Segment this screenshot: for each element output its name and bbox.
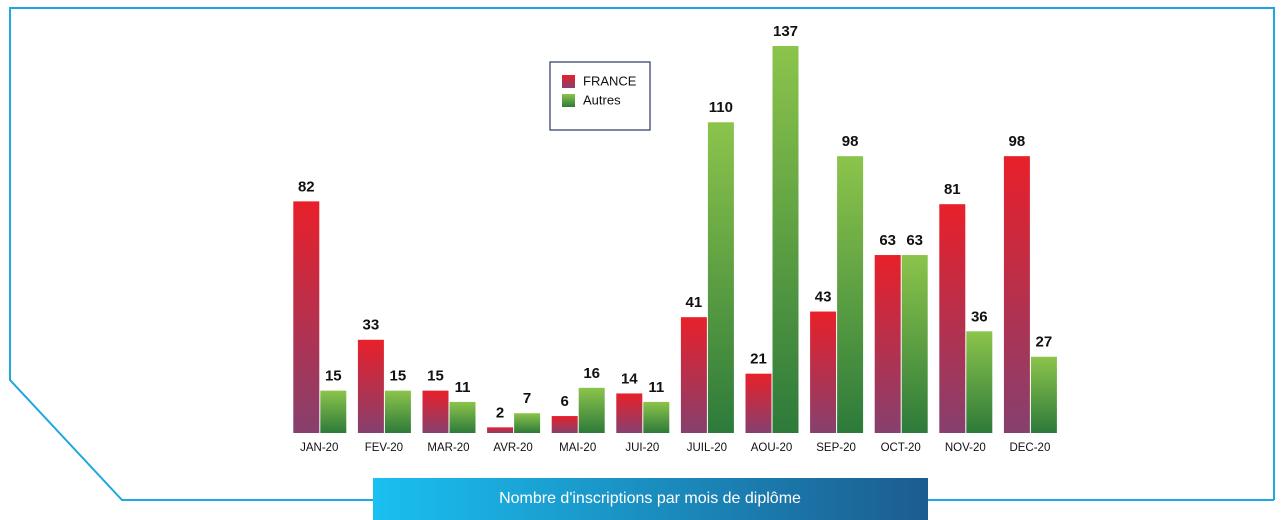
data-label: 16 (583, 365, 600, 382)
data-label: 137 (773, 23, 798, 40)
data-label: 11 (455, 379, 471, 396)
legend-swatch (562, 75, 575, 88)
bar (487, 427, 514, 433)
data-label: 27 (1036, 334, 1053, 351)
data-label: 15 (325, 368, 342, 385)
title-box (373, 478, 928, 520)
data-label: 15 (427, 368, 444, 385)
x-tick-label: DEC-20 (1009, 442, 1050, 454)
bar (578, 387, 605, 433)
x-tick-label: JUI-20 (625, 442, 659, 454)
x-tick-label: AVR-20 (493, 442, 532, 454)
bar (680, 317, 707, 433)
data-label: 2 (496, 404, 504, 421)
data-label: 110 (709, 99, 733, 116)
legend-label: FRANCE (583, 73, 637, 88)
data-label: 63 (879, 232, 896, 249)
data-label: 82 (298, 178, 315, 195)
data-label: 98 (842, 133, 859, 150)
data-label: 63 (906, 232, 923, 249)
x-tick-label: JUIL-20 (687, 442, 727, 454)
data-label: 11 (648, 379, 664, 396)
legend-label: Autres (583, 92, 621, 107)
frame (9, 7, 1275, 501)
legend-swatch (562, 94, 575, 107)
bar (551, 416, 578, 433)
bar (357, 339, 384, 433)
data-label: 7 (523, 390, 531, 407)
data-label: 36 (971, 308, 988, 325)
bar (810, 311, 837, 433)
data-label: 43 (815, 289, 832, 306)
x-tick-label: AOU-20 (751, 442, 793, 454)
x-tick-label: NOV-20 (945, 442, 986, 454)
x-tick-label: JAN-20 (300, 442, 338, 454)
bar (772, 46, 799, 433)
bar (707, 122, 734, 433)
data-label: 21 (750, 351, 767, 368)
x-tick-label: FEV-20 (365, 442, 403, 454)
bar (514, 413, 541, 433)
x-tick-label: OCT-20 (881, 442, 921, 454)
data-label: 98 (1009, 133, 1026, 150)
bar (422, 390, 449, 433)
bar (966, 331, 993, 433)
bar (643, 401, 670, 433)
data-label: 41 (686, 294, 703, 311)
x-tick-label: MAR-20 (427, 442, 469, 454)
bar (616, 393, 643, 433)
chart-title: Nombre d'inscriptions par mois de diplôm… (499, 490, 801, 507)
bar (901, 255, 928, 433)
data-label: 14 (621, 370, 638, 387)
bar (745, 373, 772, 433)
bar (320, 390, 347, 433)
x-tick-label: MAI-20 (559, 442, 596, 454)
bar (384, 390, 411, 433)
data-label: 33 (363, 317, 380, 334)
data-label: 6 (561, 393, 569, 410)
data-label: 15 (390, 368, 407, 385)
bar (293, 201, 320, 433)
bar (874, 255, 901, 433)
bar (1003, 156, 1030, 433)
x-tick-label: SEP-20 (816, 442, 856, 454)
bar (1030, 356, 1057, 433)
bar (449, 401, 476, 433)
bar (939, 204, 966, 433)
data-label: 81 (944, 181, 961, 198)
bar (837, 156, 864, 433)
